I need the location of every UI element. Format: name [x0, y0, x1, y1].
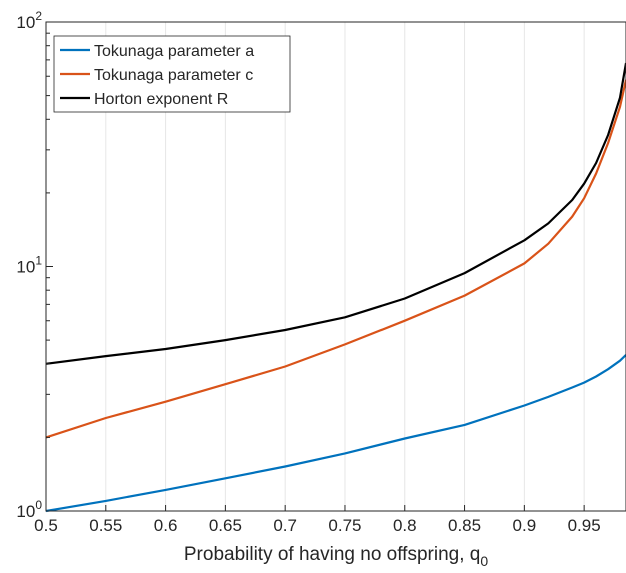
- legend: Tokunaga parameter a Tokunaga parameter c…: [53, 35, 291, 113]
- x-tick-label: 0.65: [209, 516, 242, 535]
- x-tick-label: 0.85: [448, 516, 481, 535]
- legend-box: [53, 35, 291, 113]
- x-tick-label: 0.95: [568, 516, 601, 535]
- legend-label: Tokunaga parameter a: [94, 43, 254, 60]
- series-layer: [45, 62, 626, 513]
- x-tick-label: 0.6: [154, 516, 178, 535]
- x-axis-label: Probability of having no offspring, q0: [184, 544, 488, 569]
- y-tick-label: 102: [16, 9, 42, 32]
- y-axis-ticks: 100 101 102: [16, 9, 53, 521]
- x-axis-ticks: 0.5 0.55 0.6 0.65 0.7 0.75 0.8 0.85 0.9 0.95: [34, 505, 601, 535]
- series-line-tokunaga-parameter-c: [45, 79, 626, 439]
- x-axis-label-subscript: 0: [480, 553, 488, 569]
- y-tick-label: 100: [16, 498, 42, 521]
- y-tick-label: 101: [16, 254, 42, 277]
- x-tick-label: 0.7: [273, 516, 297, 535]
- series-line-tokunaga-parameter-a: [45, 354, 626, 513]
- x-tick-label: 0.9: [513, 516, 537, 535]
- x-tick-label: 0.55: [89, 516, 122, 535]
- legend-label: Tokunaga parameter c: [94, 67, 253, 84]
- x-tick-label: 0.8: [393, 516, 417, 535]
- series-line-horton-exponent-r: [45, 62, 626, 365]
- x-axis-label-text: Probability of having no offspring, q: [184, 544, 480, 565]
- x-tick-label: 0.5: [34, 516, 58, 535]
- legend-label: Horton exponent R: [94, 91, 228, 108]
- x-tick-label: 0.75: [328, 516, 361, 535]
